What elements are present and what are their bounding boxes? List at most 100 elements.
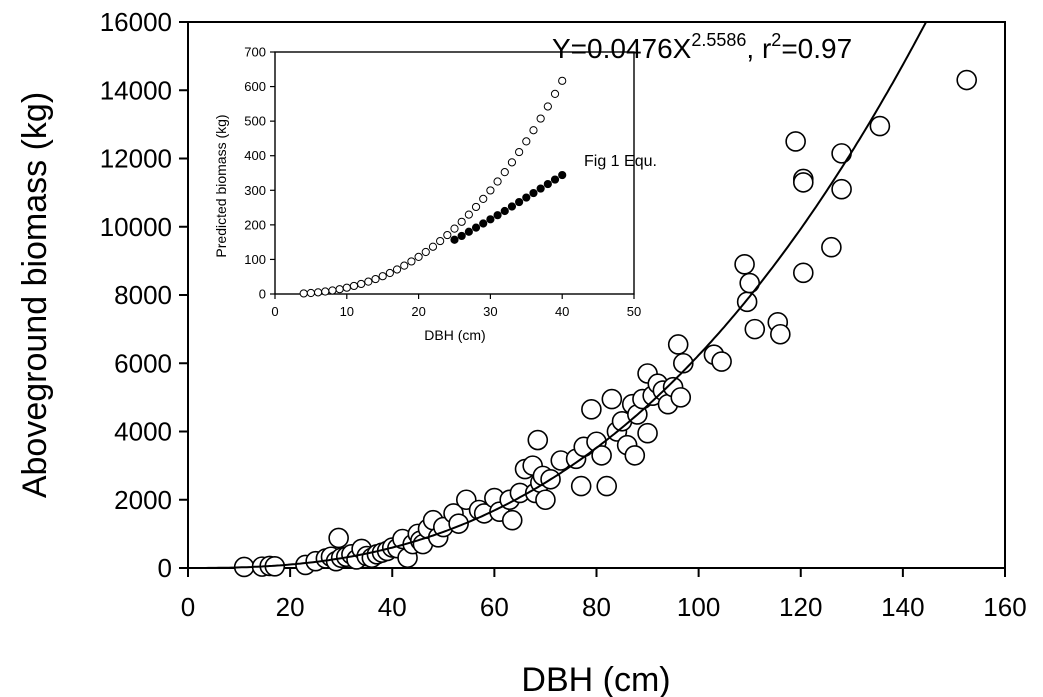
inset-open-point — [364, 277, 373, 286]
inset-open-point — [371, 274, 380, 284]
inset-open-point — [515, 147, 524, 157]
inset-x-tick-label: 0 — [271, 304, 278, 319]
data-point — [670, 387, 692, 408]
inset-open-point — [321, 287, 330, 296]
data-point — [831, 178, 852, 200]
data-point — [667, 334, 689, 355]
inset-plot: 0 100 200 300 400 500 600 700 0 10 20 30 40 50 DBH (… — [213, 45, 657, 344]
main-y-tick-label: 8000 — [114, 280, 172, 310]
inset-open-point — [550, 89, 560, 99]
data-point — [581, 399, 602, 420]
inset-y-tick-label: 100 — [244, 252, 266, 267]
data-point — [637, 422, 658, 444]
main-y-tick-label: 16000 — [100, 7, 172, 37]
main-x-tick-label: 100 — [677, 592, 720, 622]
inset-filled-point — [522, 193, 531, 202]
main-y-tick-label: 2000 — [114, 485, 172, 515]
inset-open-point — [558, 76, 567, 85]
inset-x-tick-label: 40 — [555, 304, 569, 319]
inset-open-point — [357, 279, 366, 289]
inset-open-point — [464, 210, 473, 219]
inset-open-point — [457, 217, 466, 226]
inset-open-point — [407, 257, 416, 266]
data-point — [673, 352, 694, 374]
main-y-tick-label: 14000 — [100, 75, 172, 105]
inset-y-tick-label: 200 — [244, 217, 266, 232]
inset-open-point — [543, 102, 552, 111]
inset-filled-point — [464, 227, 473, 236]
inset-x-tick-label: 10 — [340, 304, 354, 319]
main-x-axis-label: DBH (cm) — [521, 661, 670, 697]
inset-open-point — [436, 236, 445, 246]
data-point — [570, 475, 592, 497]
inset-filled-point — [558, 170, 567, 180]
data-point — [770, 323, 791, 345]
inset-filled-point — [457, 231, 466, 241]
main-x-axis: 0 20 40 60 80 100 120 140 160 — [181, 568, 1027, 622]
inset-annotation: Fig 1 Equ. — [584, 153, 657, 170]
main-y-tick-label: 12000 — [100, 144, 172, 174]
data-point — [744, 318, 766, 340]
inset-data-points — [299, 76, 567, 298]
main-x-tick-label: 0 — [181, 592, 195, 622]
data-point — [831, 143, 852, 164]
main-y-tick-label: 6000 — [114, 348, 172, 378]
inset-open-point — [421, 247, 430, 257]
inset-open-point — [342, 283, 351, 292]
inset-open-point — [479, 194, 488, 203]
main-x-tick-label: 80 — [582, 592, 611, 622]
main-x-tick-label: 40 — [378, 592, 407, 622]
inset-filled-point — [536, 184, 545, 193]
inset-filled-point — [507, 202, 517, 211]
inset-open-point — [493, 177, 502, 186]
inset-open-point — [299, 289, 308, 298]
inset-x-axis-label: DBH (cm) — [424, 327, 485, 343]
inset-y-tick-label: 0 — [259, 287, 266, 302]
inset-open-point — [529, 126, 538, 135]
inset-open-point — [522, 137, 531, 146]
main-data-points — [233, 69, 978, 578]
inset-filled-point — [450, 235, 459, 244]
fit-curve — [188, 21, 927, 569]
data-point — [821, 236, 842, 258]
inset-filled-point — [493, 211, 502, 220]
main-x-tick-label: 60 — [480, 592, 509, 622]
inset-open-point — [450, 224, 459, 233]
data-point — [793, 172, 814, 193]
inset-open-point — [536, 114, 545, 123]
data-point — [956, 69, 978, 91]
inset-open-point — [507, 158, 517, 167]
inset-x-tick-label: 30 — [483, 304, 497, 319]
inset-filled-point — [479, 219, 488, 228]
inset-filled-point — [515, 197, 524, 207]
inset-filled-point — [529, 188, 538, 198]
inset-y-tick-label: 400 — [244, 148, 266, 163]
data-point — [501, 509, 523, 531]
inset-open-point — [500, 168, 509, 177]
inset-open-point — [306, 288, 315, 298]
inset-filled-point — [486, 215, 495, 224]
inset-y-tick-label: 300 — [244, 183, 266, 198]
data-point — [527, 429, 549, 451]
main-x-tick-label: 20 — [276, 592, 305, 622]
main-x-tick-label: 160 — [983, 592, 1026, 622]
data-point — [601, 388, 623, 410]
inset-x-tick-label: 20 — [411, 304, 425, 319]
inset-filled-point — [471, 223, 481, 232]
inset-y-tick-label: 600 — [244, 79, 266, 94]
inset-open-point — [385, 268, 394, 278]
inset-x-tick-label: 50 — [627, 304, 641, 319]
main-y-tick-label: 10000 — [100, 212, 172, 242]
inset-open-point — [443, 230, 452, 240]
inset-plot-frame — [274, 51, 635, 295]
main-x-tick-label: 140 — [881, 592, 924, 622]
inset-y-axis: 0 100 200 300 400 500 600 700 — [244, 45, 275, 302]
data-point — [711, 351, 732, 372]
main-y-axis: 0 2000 4000 6000 8000 10000 12000 14000 16000 — [100, 7, 188, 583]
inset-filled-point — [543, 179, 552, 189]
data-point — [869, 115, 891, 137]
main-y-tick-label: 4000 — [114, 417, 172, 447]
inset-open-point — [392, 265, 402, 274]
